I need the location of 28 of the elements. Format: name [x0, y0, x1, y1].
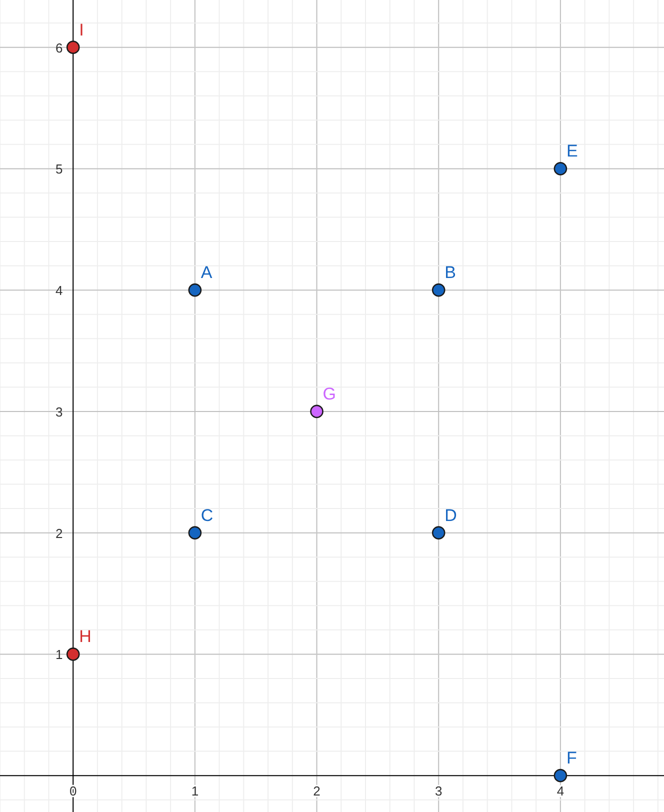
- data-label: B: [444, 263, 456, 282]
- point: [554, 162, 568, 176]
- point: [66, 648, 80, 661]
- data-label: E: [566, 142, 578, 161]
- y-tick-label: 1: [55, 647, 63, 662]
- data-label: G: [322, 384, 336, 404]
- x-tick-label: 4: [556, 784, 564, 799]
- data-label: F: [566, 748, 577, 768]
- point: [554, 768, 568, 782]
- x-tick-label: 2: [313, 784, 320, 799]
- point: [432, 283, 446, 297]
- y-tick-label: 3: [55, 404, 63, 420]
- y-tick-label: 6: [55, 40, 63, 56]
- x-tick-label: 3: [434, 784, 442, 799]
- y-tick-label: 5: [55, 162, 63, 177]
- y-tick-label: 2: [55, 526, 63, 541]
- point: [310, 404, 324, 418]
- point: [188, 283, 202, 297]
- data-label: A: [200, 263, 213, 282]
- data-label: C: [200, 506, 214, 525]
- y-tick-label: 4: [55, 283, 63, 298]
- data-label: H: [79, 627, 92, 646]
- data-label: D: [444, 506, 457, 525]
- point: [432, 526, 446, 540]
- x-tick-label: 1: [191, 784, 199, 799]
- data-label: I: [79, 20, 84, 40]
- point: [188, 526, 202, 540]
- point: [66, 40, 80, 54]
